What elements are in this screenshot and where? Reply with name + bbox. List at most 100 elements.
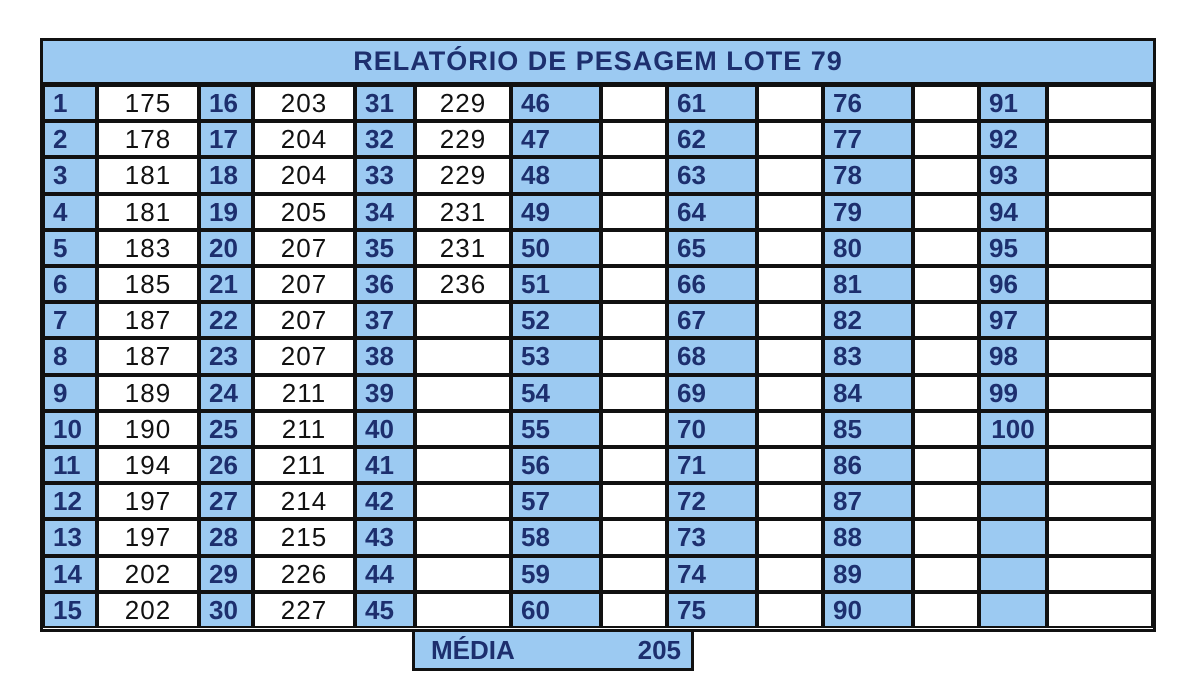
entry-number-38: 38 — [355, 338, 415, 375]
entry-number-69: 69 — [667, 374, 757, 411]
entry-number-98: 98 — [979, 338, 1047, 375]
entry-weight-54 — [601, 374, 667, 411]
entry-number-66: 66 — [667, 266, 757, 303]
entry-weight-29: 226 — [253, 555, 355, 592]
entry-number-36: 36 — [355, 266, 415, 303]
blank-cell — [979, 447, 1047, 484]
entry-weight-74 — [757, 555, 823, 592]
entry-weight-79 — [913, 193, 979, 230]
entry-number-45: 45 — [355, 591, 415, 628]
entry-weight-41 — [415, 447, 511, 484]
entry-number-61: 61 — [667, 85, 757, 122]
entry-number-63: 63 — [667, 157, 757, 194]
entry-number-42: 42 — [355, 483, 415, 520]
entry-number-80: 80 — [823, 229, 913, 266]
entry-number-47: 47 — [511, 121, 601, 158]
entry-number-52: 52 — [511, 302, 601, 339]
entry-number-16: 16 — [199, 85, 253, 122]
entry-number-6: 6 — [43, 266, 97, 303]
entry-weight-60 — [601, 591, 667, 628]
entry-weight-35: 231 — [415, 229, 511, 266]
blank-value-cell — [1047, 483, 1153, 520]
entry-weight-44 — [415, 555, 511, 592]
entry-weight-91 — [1047, 85, 1153, 122]
entry-number-83: 83 — [823, 338, 913, 375]
entry-number-46: 46 — [511, 85, 601, 122]
entry-weight-69 — [757, 374, 823, 411]
entry-weight-4: 181 — [97, 193, 199, 230]
entry-number-62: 62 — [667, 121, 757, 158]
entry-weight-11: 194 — [97, 447, 199, 484]
entry-weight-8: 187 — [97, 338, 199, 375]
entry-number-65: 65 — [667, 229, 757, 266]
entry-weight-94 — [1047, 193, 1153, 230]
entry-number-99: 99 — [979, 374, 1047, 411]
entry-number-23: 23 — [199, 338, 253, 375]
entry-number-56: 56 — [511, 447, 601, 484]
blank-value-cell — [1047, 447, 1153, 484]
entry-weight-40 — [415, 410, 511, 447]
entry-number-11: 11 — [43, 447, 97, 484]
entry-weight-12: 197 — [97, 483, 199, 520]
entry-weight-99 — [1047, 374, 1153, 411]
entry-weight-57 — [601, 483, 667, 520]
entry-number-35: 35 — [355, 229, 415, 266]
entry-weight-10: 190 — [97, 410, 199, 447]
entry-number-54: 54 — [511, 374, 601, 411]
entry-weight-33: 229 — [415, 157, 511, 194]
entry-weight-95 — [1047, 229, 1153, 266]
entry-number-28: 28 — [199, 519, 253, 556]
entry-number-94: 94 — [979, 193, 1047, 230]
entry-weight-46 — [601, 85, 667, 122]
blank-value-cell — [1047, 591, 1153, 628]
entry-weight-50 — [601, 229, 667, 266]
entry-weight-90 — [913, 591, 979, 628]
entry-weight-14: 202 — [97, 555, 199, 592]
entry-weight-31: 229 — [415, 85, 511, 122]
entry-weight-85 — [913, 410, 979, 447]
entry-number-49: 49 — [511, 193, 601, 230]
entry-number-86: 86 — [823, 447, 913, 484]
entry-weight-1: 175 — [97, 85, 199, 122]
entry-weight-72 — [757, 483, 823, 520]
entry-weight-55 — [601, 410, 667, 447]
entry-number-87: 87 — [823, 483, 913, 520]
entry-weight-97 — [1047, 302, 1153, 339]
entry-number-85: 85 — [823, 410, 913, 447]
entry-number-37: 37 — [355, 302, 415, 339]
entry-number-26: 26 — [199, 447, 253, 484]
entry-weight-49 — [601, 193, 667, 230]
entry-weight-27: 214 — [253, 483, 355, 520]
entry-number-57: 57 — [511, 483, 601, 520]
entry-number-77: 77 — [823, 121, 913, 158]
entry-number-84: 84 — [823, 374, 913, 411]
entry-number-100: 100 — [979, 410, 1047, 447]
blank-cell — [979, 555, 1047, 592]
entry-weight-17: 204 — [253, 121, 355, 158]
entry-number-3: 3 — [43, 157, 97, 194]
entry-number-97: 97 — [979, 302, 1047, 339]
entry-weight-87 — [913, 483, 979, 520]
entry-weight-73 — [757, 519, 823, 556]
entry-weight-24: 211 — [253, 374, 355, 411]
entry-weight-45 — [415, 591, 511, 628]
average-value: 205 — [637, 634, 681, 665]
entry-weight-32: 229 — [415, 121, 511, 158]
entry-number-32: 32 — [355, 121, 415, 158]
entry-weight-42 — [415, 483, 511, 520]
entry-number-59: 59 — [511, 555, 601, 592]
weights-grid: 1 175 2 178 3 181 4 181 5 183 6 185 7 187 8 187 9 189 10 19… — [43, 85, 1153, 632]
entry-number-92: 92 — [979, 121, 1047, 158]
entry-number-48: 48 — [511, 157, 601, 194]
entry-weight-21: 207 — [253, 266, 355, 303]
entry-number-71: 71 — [667, 447, 757, 484]
entry-number-18: 18 — [199, 157, 253, 194]
entry-number-24: 24 — [199, 374, 253, 411]
entry-number-79: 79 — [823, 193, 913, 230]
entry-weight-76 — [913, 85, 979, 122]
entry-weight-15: 202 — [97, 591, 199, 628]
entry-number-8: 8 — [43, 338, 97, 375]
entry-number-5: 5 — [43, 229, 97, 266]
entry-number-1: 1 — [43, 85, 97, 122]
entry-number-2: 2 — [43, 121, 97, 158]
